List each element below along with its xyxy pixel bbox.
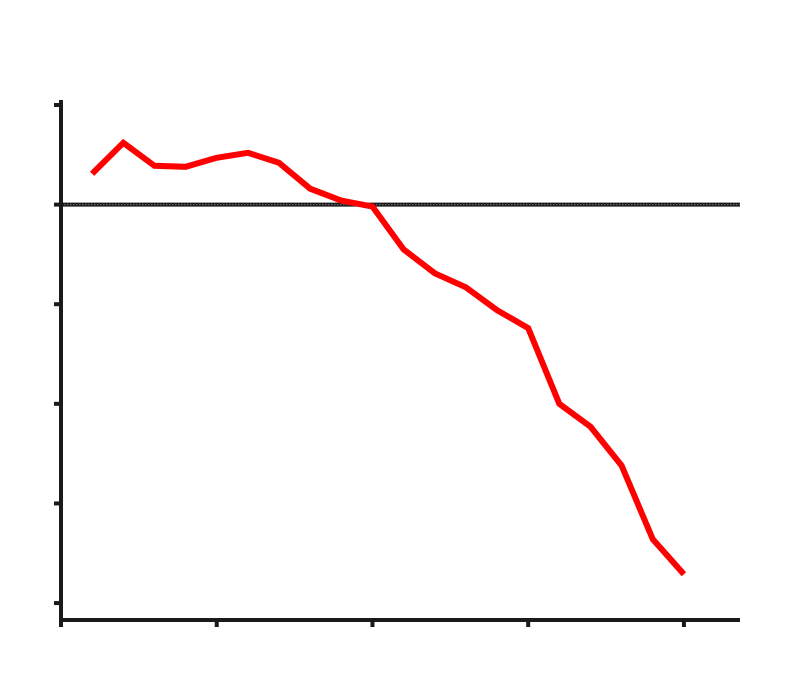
axes [54,100,740,627]
series-line-0 [89,138,687,577]
series-layer [89,138,687,577]
